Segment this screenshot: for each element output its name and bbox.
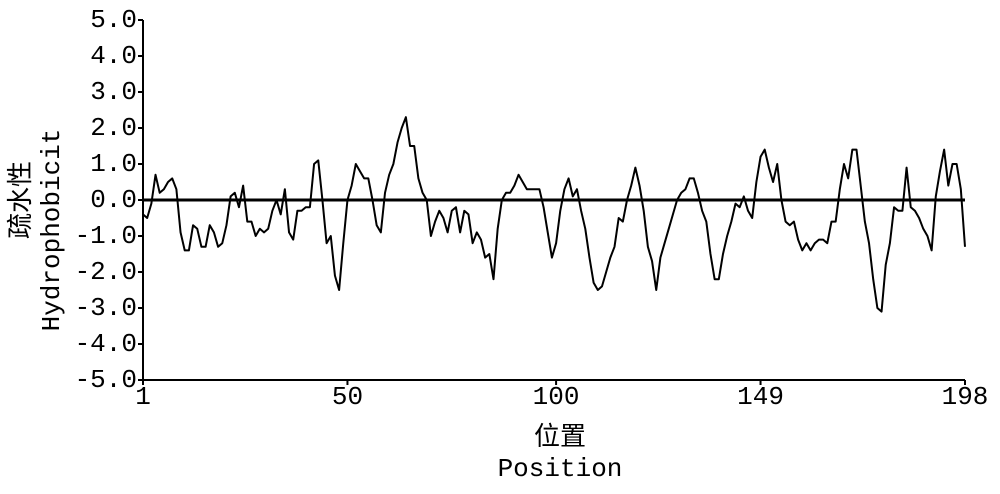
y-tick-label: -1.0 — [75, 221, 137, 251]
data-line — [142, 116, 966, 313]
x-tick-label: 198 — [942, 382, 989, 412]
y-tick-label: 2.0 — [90, 113, 137, 143]
x-tick-label: 149 — [737, 382, 784, 412]
x-tick-label: 100 — [533, 382, 580, 412]
y-tick-label: 3.0 — [90, 77, 137, 107]
x-axis-label: Position — [498, 454, 623, 484]
y-axis-label: 疏水性 — [6, 161, 37, 239]
x-tick-label: 1 — [135, 382, 151, 412]
y-axis-label: Hydrophobicit — [37, 129, 67, 332]
y-tick-label: -5.0 — [75, 365, 137, 395]
y-tick-label: 1.0 — [90, 149, 137, 179]
x-axis-label: 位置 — [534, 422, 586, 453]
y-tick-label: 4.0 — [90, 41, 137, 71]
y-tick-label: 5.0 — [90, 5, 137, 35]
y-tick-label: -2.0 — [75, 257, 137, 287]
y-tick-label: 0.0 — [90, 185, 137, 215]
y-tick-label: -4.0 — [75, 329, 137, 359]
x-tick-label: 50 — [332, 382, 363, 412]
y-tick-label: -3.0 — [75, 293, 137, 323]
